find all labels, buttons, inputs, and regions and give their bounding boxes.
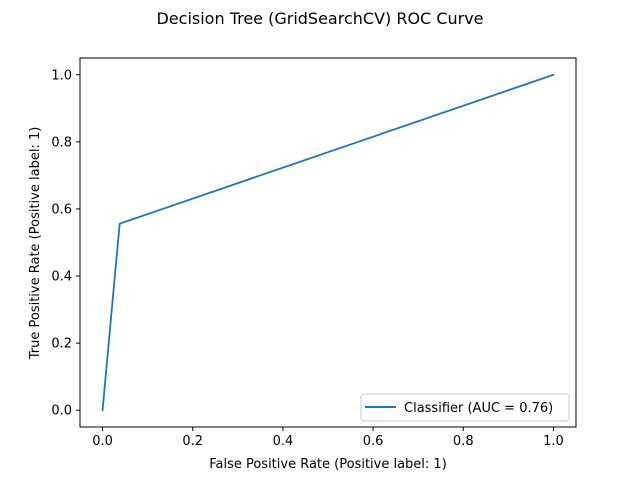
x-axis: 0.0 0.2 0.4 0.6 0.8 1.0	[92, 427, 564, 449]
y-tick-label: 1.0	[51, 68, 72, 83]
x-tick-label: 1.0	[543, 434, 564, 449]
legend: Classifier (AUC = 0.76)	[360, 393, 570, 422]
roc-curve-line	[101, 73, 555, 412]
y-axis-label: True Positive Rate (Positive label: 1)	[28, 127, 43, 361]
y-tick-label: 0.0	[51, 404, 72, 419]
y-axis: 0.0 0.2 0.4 0.6 0.8 1.0	[51, 68, 80, 419]
legend-label: Classifier (AUC = 0.76)	[404, 401, 553, 416]
x-tick-label: 0.2	[182, 434, 203, 449]
chart-title: Decision Tree (GridSearchCV) ROC Curve	[156, 9, 483, 28]
x-tick-label: 0.6	[363, 434, 384, 449]
x-tick-label: 0.4	[273, 434, 294, 449]
y-tick-label: 0.4	[51, 270, 72, 285]
x-axis-label: False Positive Rate (Positive label: 1)	[209, 457, 447, 472]
axes-frame	[79, 57, 577, 428]
plot-area	[79, 57, 577, 428]
legend-box	[360, 393, 570, 422]
y-tick-label: 0.6	[51, 202, 72, 217]
x-tick-label: 0.8	[453, 434, 474, 449]
x-tick-label: 0.0	[92, 434, 113, 449]
y-tick-label: 0.2	[51, 337, 72, 352]
series-layer	[101, 73, 555, 412]
y-tick-label: 0.8	[51, 135, 72, 150]
